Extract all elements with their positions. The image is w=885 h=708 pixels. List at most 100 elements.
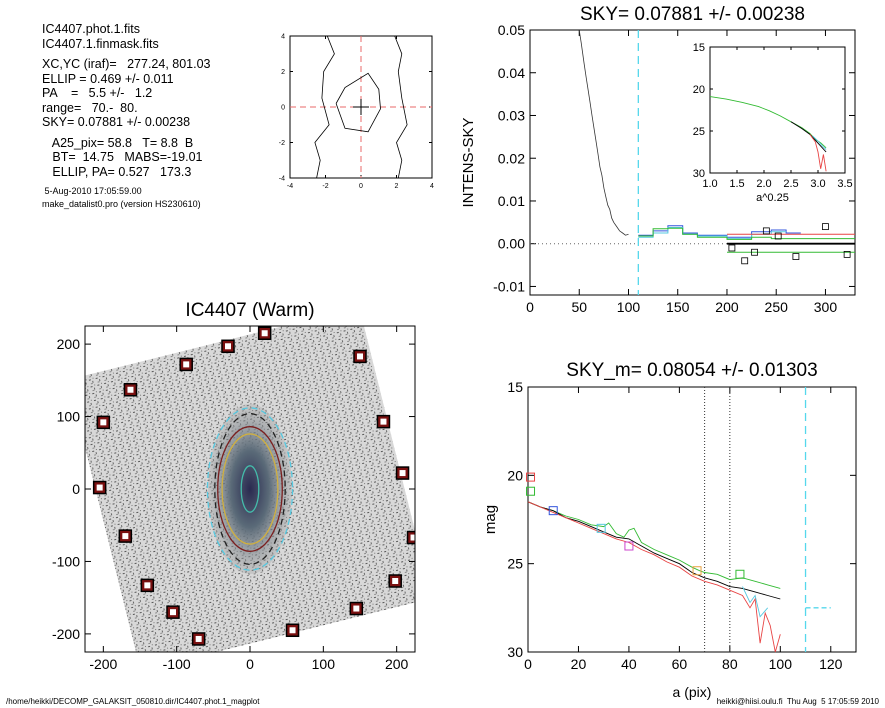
masked-star-core <box>195 635 202 642</box>
masked-star-core <box>261 330 268 337</box>
mag-ylabel: mag <box>482 505 499 534</box>
center-ytick-label: -2 <box>279 140 285 147</box>
masked-star-core <box>353 605 360 612</box>
info-file-2: IC4407.1.finmask.fits <box>42 36 159 51</box>
sky-ytick-label: 0.00 <box>498 236 525 252</box>
galaxy-body <box>208 404 292 574</box>
sky-ylabel: INTENS-SKY <box>460 117 477 207</box>
center-ytick-label: 4 <box>281 34 285 41</box>
sky-intensity-series <box>578 29 629 236</box>
masked-star-core <box>410 534 415 541</box>
inset-xtick-label: 3.5 <box>837 178 852 190</box>
info-timestamp: 5-Aug-2010 17:05:59.00 <box>42 186 142 196</box>
masked-star-core <box>399 470 406 477</box>
inset-frame <box>709 46 846 174</box>
mag-xtick-label: 80 <box>722 656 738 672</box>
mag-square-marker <box>526 486 536 496</box>
mag-xtick-label: 60 <box>672 656 688 672</box>
inset-series-2 <box>809 134 827 172</box>
sky-point <box>822 223 829 231</box>
sky-ytick-label: 0.02 <box>498 150 525 166</box>
mag-series-2 <box>527 501 781 653</box>
sky-ytick-label: -0.01 <box>493 278 525 294</box>
sky-ytick-label: 0.03 <box>498 108 525 124</box>
sky-xtick-label: 100 <box>617 299 641 315</box>
inset-xtick-label: 3.0 <box>810 178 825 190</box>
inset-ytick-label: 20 <box>693 84 705 96</box>
inset-xlabel: a^0.25 <box>756 192 789 204</box>
sky-ytick-label: 0.04 <box>498 65 525 81</box>
galaxy-field <box>85 326 415 652</box>
mag-series-3 <box>742 586 769 618</box>
galaxy-ytick-label: -200 <box>52 626 80 642</box>
sky-point <box>728 244 736 252</box>
masked-star-core <box>225 343 231 350</box>
masked-star-core <box>392 578 399 585</box>
info-program: make_datalist0.pro (version HS230610) <box>42 199 201 209</box>
mag-frame <box>527 386 857 653</box>
mag-ytick-label: 25 <box>507 556 523 572</box>
inset-xtick-label: 1.0 <box>702 178 717 190</box>
inset-ytick-label: 30 <box>693 168 705 180</box>
galaxy-ellipse-4 <box>240 465 260 513</box>
center-xtick-label: 4 <box>430 183 434 190</box>
center-xtick-label: -2 <box>322 183 328 190</box>
mag-square-marker <box>624 541 634 551</box>
galaxy-ellipse-0 <box>206 407 294 571</box>
mag-square-marker <box>526 472 536 482</box>
galaxy-xtick-label: 200 <box>385 656 409 672</box>
mag-xtick-label: 120 <box>819 656 843 672</box>
mag-xtick-label: 100 <box>769 656 793 672</box>
info-sky: SKY= 0.07881 +/- 0.00238 <box>42 115 191 129</box>
sky-series-2 <box>638 227 855 240</box>
sky-point <box>741 257 749 265</box>
info-ellip: ELLIP = 0.469 +/- 0.011 <box>42 71 174 86</box>
inset-xtick-label: 2.5 <box>783 178 798 190</box>
sky-xtick-label: 50 <box>571 299 587 315</box>
masked-star-core <box>357 353 363 360</box>
info-file-1: IC4407.phot.1.fits <box>42 22 140 36</box>
center-contour-line <box>394 35 408 179</box>
center-xtick-label: -4 <box>287 183 293 190</box>
center-xtick-label: 2 <box>395 183 399 190</box>
mag-xlabel: a (pix) <box>673 684 712 700</box>
mag-title: SKY_m= 0.08054 +/- 0.01303 <box>566 360 817 381</box>
mag-square-marker <box>692 566 702 576</box>
mag-xtick-label: 0 <box>524 656 532 672</box>
masked-star-core <box>96 484 103 491</box>
inset-series-1 <box>790 121 827 153</box>
info-bt: BT= 14.75 MABS=-19.01 <box>42 150 203 164</box>
sky-point <box>762 227 770 235</box>
mag-ytick-label: 20 <box>507 467 523 483</box>
info-pa: PA = 5.5 +/- 1.2 <box>42 86 153 100</box>
masked-star-core <box>380 418 387 425</box>
inset-xtick-label: 1.5 <box>729 178 744 190</box>
sky-ytick-label: 0.05 <box>498 22 525 38</box>
galaxy-xtick-label: 100 <box>312 656 336 672</box>
galaxy-ytick-label: -100 <box>52 553 80 569</box>
sky-xtick-label: 250 <box>765 299 789 315</box>
galaxy-ellipse-2 <box>217 426 283 552</box>
galaxy-ytick-label: 0 <box>72 481 80 497</box>
galaxy-ytick-label: 100 <box>57 409 81 425</box>
sky-series-0 <box>638 225 801 238</box>
galaxy-xtick-label: -100 <box>163 656 191 672</box>
masked-star-core <box>122 533 129 540</box>
footer-user: heikki@hiisi.oulu.fi Thu Aug 5 17:05:59 … <box>716 697 879 706</box>
galaxy-ellipse-1 <box>214 413 286 565</box>
mag-square-marker <box>548 506 558 516</box>
inset-xtick-label: 2.0 <box>756 178 771 190</box>
galaxy-title: IC4407 (Warm) <box>185 300 314 321</box>
sky-profile-panel: 0 50 100 150 200 250 300 -0.01 0.00 0.01 0.02 0.03 0… <box>460 4 856 315</box>
info-panel: IC4407.phot.1.fits IC4407.1.finmask.fits… <box>42 22 211 211</box>
center-xtick-label: 0 <box>359 183 363 190</box>
center-ytick-label: -4 <box>279 176 285 183</box>
masked-star-core <box>289 627 296 634</box>
mag-profile-panel: 0 20 40 60 80 100 120 15 20 25 30 SKY_m= 0.08054 +/… <box>482 360 857 700</box>
info-range: range= 70.- 80. <box>42 100 138 115</box>
mag-series-1 <box>527 501 781 600</box>
mag-ytick-label: 15 <box>507 379 523 395</box>
center-ytick-label: 0 <box>281 105 285 112</box>
sky-point <box>751 248 758 256</box>
masked-star-core <box>100 419 107 426</box>
